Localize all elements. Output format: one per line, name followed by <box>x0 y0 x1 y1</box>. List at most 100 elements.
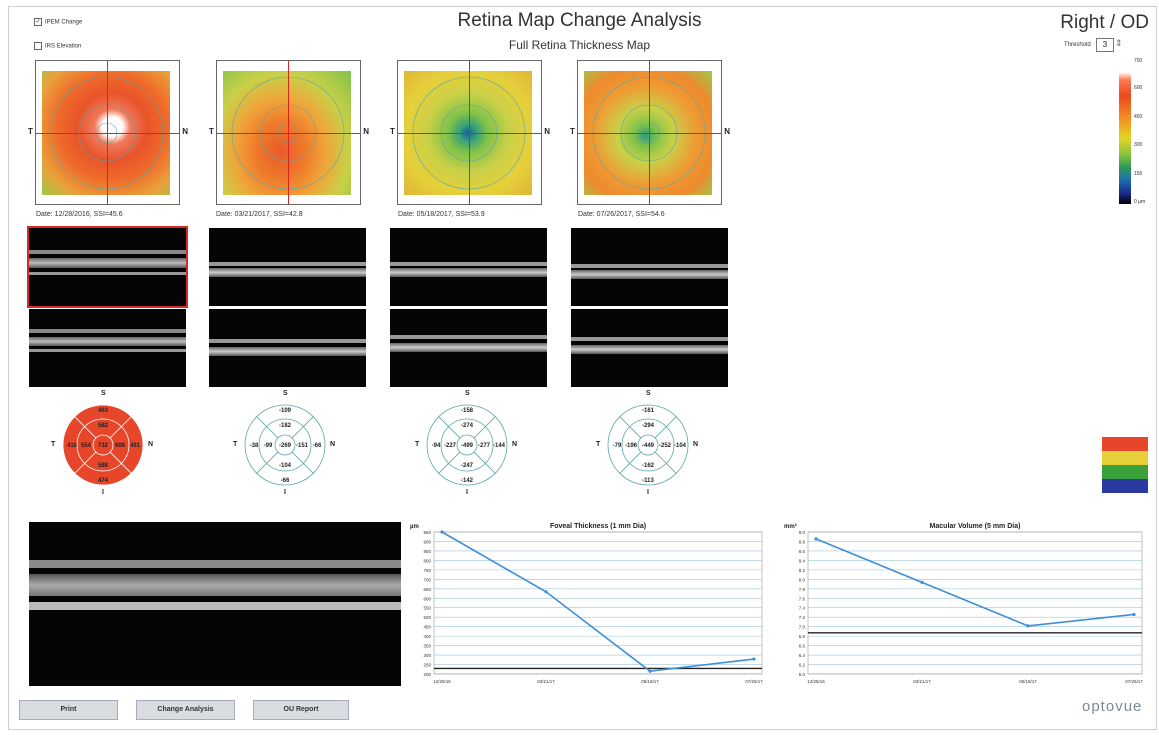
macular-volume-ytick: 8.4 <box>799 558 806 563</box>
grid-value-inner-s: -274 <box>461 423 474 429</box>
label-temporal: T <box>28 127 33 136</box>
grid-ring <box>258 418 312 472</box>
grid-label-temporal: T <box>51 441 56 448</box>
threshold-spinner-icon[interactable]: ⇕ <box>1115 38 1123 48</box>
crosshair-horizontal <box>398 133 541 134</box>
grid-value-outer-i: 474 <box>98 478 109 484</box>
macular-volume-title: Macular Volume (5 mm Dia) <box>930 523 1021 530</box>
retina-layer <box>390 335 547 339</box>
macular-volume-point <box>920 580 924 584</box>
visit-date: Date: 12/28/2016, SSI=45.6 <box>36 211 123 218</box>
grid-value-outer-n: 461 <box>130 443 141 449</box>
option-ipem-change[interactable]: ✓ IPEM Change <box>34 18 82 26</box>
print-button[interactable]: Print <box>19 700 118 720</box>
grid-divider <box>109 416 132 439</box>
threshold-input[interactable]: 3 <box>1096 38 1114 52</box>
grid-value-inner-t: -196 <box>625 443 638 449</box>
retina-layer <box>29 349 186 352</box>
macular-volume-ytick: 8.8 <box>799 539 806 544</box>
grid-label-temporal: T <box>415 441 420 448</box>
retina-layer <box>390 262 547 266</box>
thickness-map[interactable]: T N <box>209 60 369 205</box>
grid-value-outer-t: 418 <box>67 443 78 449</box>
macular-volume-ytick: 6.8 <box>799 634 806 639</box>
visit-date: Date: 03/21/2017, SSI=42.8 <box>216 211 303 218</box>
oct-scan-vertical[interactable] <box>209 309 366 387</box>
foveal-thickness-point <box>544 590 548 594</box>
grid-value-outer-s: -161 <box>642 408 655 414</box>
oct-scan-vertical[interactable] <box>571 309 728 387</box>
macular-volume-ytick: 7.8 <box>799 587 806 592</box>
option-label: IPEM Change <box>45 19 83 26</box>
etdrs-grid[interactable]: -161 -294 -79 -196 -449 -252 -104 -162 -113 <box>604 401 692 489</box>
macular-volume-ylabel: mm³ <box>784 523 797 530</box>
crosshair-vertical <box>288 61 289 204</box>
foveal-thickness-point <box>752 657 756 661</box>
foveal-thickness-ytick: 750 <box>423 568 431 573</box>
foveal-thickness-point <box>440 530 444 534</box>
grid-divider <box>109 451 132 474</box>
grid-value-outer-t: -38 <box>250 443 259 449</box>
grid-ring <box>274 434 296 456</box>
grid-ring <box>92 434 114 456</box>
retina-layer <box>390 268 547 277</box>
oct-scan-vertical[interactable] <box>29 309 186 387</box>
crosshair-vertical <box>469 61 470 204</box>
retina-layer <box>209 339 366 343</box>
macular-volume-ytick: 8.6 <box>799 549 806 554</box>
grid-label-inferior: I <box>466 489 468 496</box>
crosshair-vertical <box>649 61 650 204</box>
oct-scan-vertical[interactable] <box>390 309 547 387</box>
oct-scan-horizontal[interactable] <box>209 228 366 306</box>
page-subtitle: Full Retina Thickness Map <box>508 38 651 52</box>
change-analysis-button[interactable]: Change Analysis <box>136 700 235 720</box>
foveal-thickness-ytick: 500 <box>423 615 431 620</box>
grid-value-outer-i: -113 <box>642 478 654 484</box>
etdrs-grid[interactable]: -109 -182 -38 -99 -269 -151 -66 -104 -66 <box>241 401 329 489</box>
macular-volume-ytick: 8.2 <box>799 568 806 573</box>
retina-layer <box>29 574 401 596</box>
retina-layer <box>29 250 186 254</box>
oct-scan-large[interactable] <box>29 522 401 686</box>
macular-volume-ytick: 7.0 <box>799 625 806 630</box>
retina-layer <box>29 272 186 275</box>
option-irs-elevation[interactable]: IRS Elevation <box>34 42 81 50</box>
oct-scan-horizontal[interactable] <box>571 228 728 306</box>
label-nasal: N <box>182 127 188 136</box>
etdrs-grid[interactable]: -158 -274 -94 -227 -499 -277 -144 -247 -142 <box>423 401 511 489</box>
eye-label: Right / OD <box>1060 12 1149 33</box>
macular-volume-ytick: 6.6 <box>799 644 806 649</box>
grid-value-outer-i: -142 <box>461 478 474 484</box>
thickness-map[interactable]: T N <box>28 60 188 205</box>
grid-label-superior: S <box>101 390 106 397</box>
macular-volume-xtick: 12/28/16 <box>807 679 825 684</box>
grid-ring <box>637 434 659 456</box>
grid-divider <box>74 416 97 439</box>
grid-label-superior: S <box>646 390 651 397</box>
retina-layer <box>571 337 728 341</box>
foveal-thickness-point <box>648 669 652 673</box>
grid-divider <box>654 416 677 439</box>
retina-layer <box>571 270 728 279</box>
grid-divider <box>654 451 677 474</box>
checkbox-checked-icon[interactable]: ✓ <box>34 18 42 26</box>
checkbox-icon[interactable] <box>34 42 42 50</box>
grid-value-inner-n: 608 <box>115 443 126 449</box>
foveal-thickness-ytick: 250 <box>423 663 431 668</box>
grid-divider <box>291 416 314 439</box>
foveal-thickness-xtick: 05/18/17 <box>641 679 659 684</box>
ou-report-button[interactable]: OU Report <box>253 700 349 720</box>
etdrs-grid[interactable]: 463 582 418 554 732 608 461 588 474 <box>59 401 147 489</box>
grid-label-nasal: N <box>512 441 518 448</box>
grid-value-outer-t: -94 <box>432 443 441 449</box>
threshold-label: Threshold <box>1064 42 1091 48</box>
grid-value-inner-s: 582 <box>98 423 109 429</box>
grid-divider <box>438 416 461 439</box>
foveal-thickness-ylabel: µm <box>410 524 419 530</box>
thickness-map[interactable]: T N <box>570 60 730 205</box>
grid-ring <box>621 418 675 472</box>
oct-scan-horizontal[interactable] <box>27 226 188 308</box>
foveal-thickness-ytick: 600 <box>423 596 431 601</box>
thickness-map[interactable]: T N <box>390 60 550 205</box>
oct-scan-horizontal[interactable] <box>390 228 547 306</box>
